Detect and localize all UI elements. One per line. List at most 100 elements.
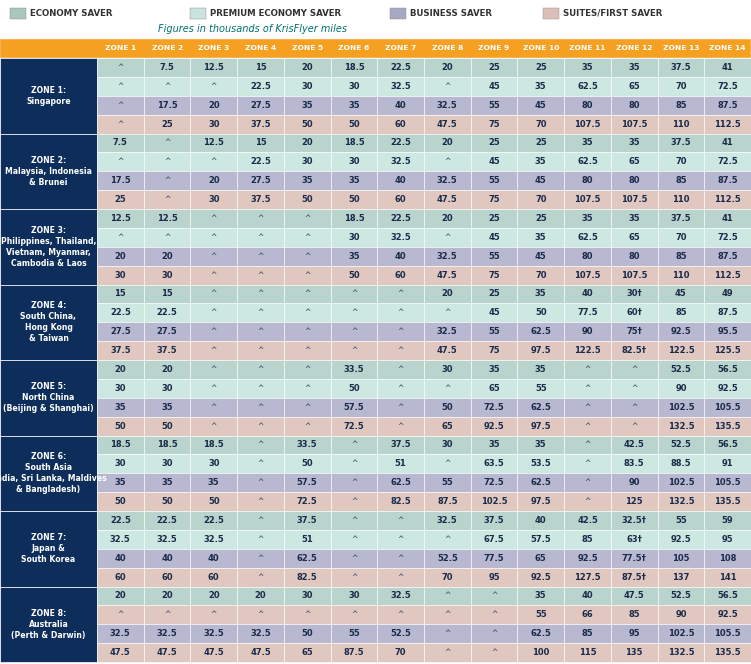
Bar [143, 643, 191, 662]
Bar [424, 473, 471, 492]
Text: ^: ^ [444, 459, 451, 468]
Text: 105.5: 105.5 [714, 402, 741, 412]
Bar [424, 643, 471, 662]
Bar [471, 643, 517, 662]
Bar [424, 58, 471, 77]
Bar [564, 416, 611, 436]
Bar [424, 152, 471, 171]
Bar [97, 530, 143, 548]
Text: 85: 85 [675, 176, 686, 185]
Bar [424, 209, 471, 228]
Bar [284, 360, 330, 379]
Text: 92.5: 92.5 [530, 572, 551, 582]
Text: 32.5: 32.5 [437, 516, 457, 525]
Bar [611, 303, 658, 322]
Text: 30: 30 [208, 195, 219, 204]
Text: 40: 40 [582, 290, 593, 298]
Bar [704, 530, 751, 548]
Text: ^: ^ [258, 327, 264, 336]
Bar [658, 228, 704, 247]
Text: 55: 55 [348, 629, 360, 638]
Text: 92.5: 92.5 [671, 327, 692, 336]
Text: 51: 51 [301, 535, 313, 544]
Text: 25: 25 [488, 63, 500, 72]
Text: 35: 35 [582, 63, 593, 72]
Text: 20: 20 [208, 176, 219, 185]
Bar [191, 284, 237, 303]
Text: 15: 15 [114, 290, 126, 298]
Bar [704, 247, 751, 266]
Bar [97, 492, 143, 511]
Bar [704, 152, 751, 171]
Text: 50: 50 [301, 120, 313, 129]
Text: 18.5: 18.5 [204, 440, 224, 450]
Text: 45: 45 [535, 176, 547, 185]
Text: 41: 41 [722, 63, 734, 72]
Text: 30: 30 [115, 384, 126, 393]
Bar [377, 492, 424, 511]
Bar [611, 416, 658, 436]
Text: 15: 15 [161, 290, 173, 298]
Bar [658, 436, 704, 454]
Text: ^: ^ [444, 592, 451, 600]
Text: 70: 70 [535, 120, 547, 129]
Text: ^: ^ [631, 384, 638, 393]
Text: 20: 20 [208, 101, 219, 110]
Bar [611, 341, 658, 360]
Text: ZONE 1:
Singapore: ZONE 1: Singapore [26, 86, 71, 106]
Text: 62.5: 62.5 [577, 82, 598, 91]
Bar [704, 133, 751, 152]
Bar [611, 284, 658, 303]
Bar [284, 511, 330, 530]
Bar [377, 322, 424, 341]
Text: 87.5: 87.5 [437, 497, 457, 506]
Text: 80: 80 [629, 252, 640, 261]
Text: ^: ^ [304, 402, 310, 412]
Bar [143, 152, 191, 171]
Text: 75: 75 [488, 120, 500, 129]
Bar [237, 284, 284, 303]
Bar [284, 247, 330, 266]
Text: 62.5: 62.5 [530, 629, 551, 638]
Text: 30: 30 [208, 459, 219, 468]
Text: 50: 50 [442, 402, 453, 412]
Bar [143, 190, 191, 209]
Text: 32.5: 32.5 [204, 629, 224, 638]
Text: ^: ^ [584, 478, 591, 487]
Text: 55: 55 [675, 516, 687, 525]
Text: 70: 70 [535, 195, 547, 204]
Bar [143, 606, 191, 624]
Text: ^: ^ [444, 82, 451, 91]
Text: ^: ^ [210, 308, 217, 317]
Bar [704, 77, 751, 96]
Text: ^: ^ [304, 290, 310, 298]
Bar [284, 416, 330, 436]
Text: ZONE 3:
Philippines, Thailand,
Vietnam, Myanmar,
Cambodia & Laos: ZONE 3: Philippines, Thailand, Vietnam, … [1, 226, 96, 268]
Bar [424, 77, 471, 96]
Text: ^: ^ [351, 554, 357, 562]
Bar [471, 77, 517, 96]
Text: 45: 45 [488, 308, 500, 317]
Bar [471, 548, 517, 568]
Bar [704, 171, 751, 190]
Text: 102.5: 102.5 [668, 629, 694, 638]
Text: ZONE 10: ZONE 10 [523, 46, 559, 52]
Bar [658, 96, 704, 115]
Text: 30: 30 [161, 384, 173, 393]
Text: ^: ^ [444, 384, 451, 393]
Text: 40: 40 [582, 592, 593, 600]
Bar [284, 398, 330, 416]
Bar [330, 152, 377, 171]
Bar [424, 586, 471, 606]
Text: 90: 90 [675, 384, 686, 393]
Bar [97, 58, 143, 77]
Bar [611, 511, 658, 530]
Bar [143, 586, 191, 606]
Bar [0, 133, 97, 209]
Bar [284, 190, 330, 209]
Bar [143, 322, 191, 341]
Text: 35: 35 [629, 214, 640, 223]
Text: ^: ^ [444, 648, 451, 657]
Text: 62.5: 62.5 [530, 327, 551, 336]
Text: 41: 41 [722, 214, 734, 223]
